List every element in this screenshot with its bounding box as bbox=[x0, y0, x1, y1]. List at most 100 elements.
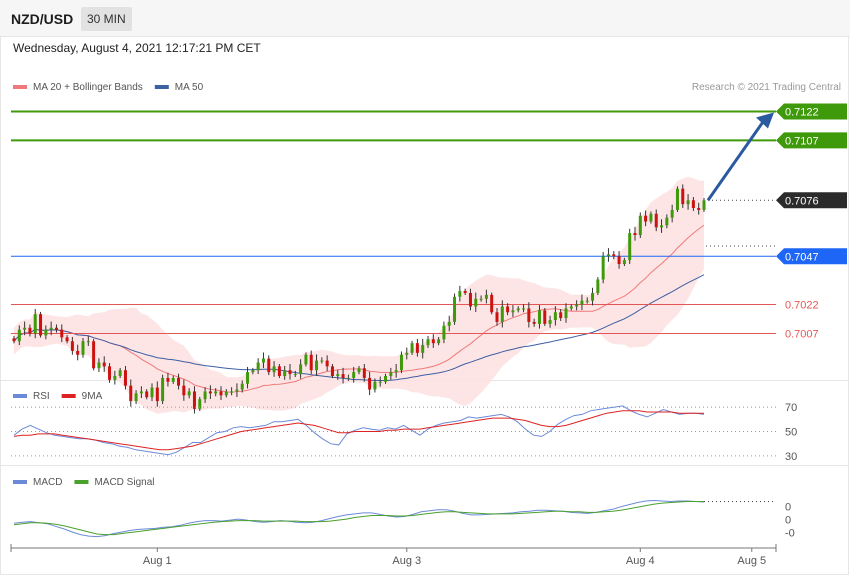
candle-body bbox=[373, 381, 377, 390]
candle-body bbox=[198, 399, 202, 409]
rsi-tick-label: 50 bbox=[785, 427, 797, 439]
candle-body bbox=[633, 233, 637, 236]
support-label: 0.7022 bbox=[785, 300, 819, 312]
candle-body bbox=[325, 360, 329, 367]
macd-series-line bbox=[13, 499, 705, 538]
candle-body bbox=[410, 343, 414, 353]
candle-body bbox=[315, 360, 319, 371]
candle-body bbox=[187, 391, 191, 396]
candle-body bbox=[399, 354, 403, 371]
candle-body bbox=[405, 352, 409, 355]
candle-body bbox=[161, 377, 165, 402]
candle-body bbox=[60, 329, 64, 338]
candle-body bbox=[638, 215, 642, 236]
time-axis-label: Aug 4 bbox=[626, 555, 655, 567]
candle-body bbox=[113, 376, 117, 380]
candle-body bbox=[580, 300, 584, 305]
candle-body bbox=[54, 327, 58, 330]
resistance-label-tag bbox=[776, 103, 847, 120]
candle-body bbox=[537, 310, 541, 324]
rsi-tick-label: 30 bbox=[785, 451, 797, 463]
candle-body bbox=[304, 354, 308, 365]
candle-body bbox=[622, 260, 626, 264]
candle-body bbox=[628, 233, 632, 261]
candle-body bbox=[230, 391, 234, 393]
candle-body bbox=[463, 291, 467, 293]
candle-body bbox=[240, 383, 244, 390]
candle-body bbox=[251, 370, 255, 373]
candle-body bbox=[649, 213, 653, 222]
candle-body bbox=[686, 200, 690, 205]
candle-body bbox=[532, 321, 536, 324]
macd-legend-label: MACD bbox=[33, 477, 62, 488]
candle-body bbox=[516, 308, 520, 311]
candle-body bbox=[553, 312, 557, 320]
candle-body bbox=[479, 298, 483, 300]
candle-body bbox=[575, 304, 579, 307]
candle-body bbox=[527, 308, 531, 322]
macd-series-line bbox=[13, 501, 704, 536]
candle-body bbox=[65, 337, 69, 342]
candle-body bbox=[23, 327, 27, 330]
macd-legend-label: MACD Signal bbox=[94, 477, 154, 488]
candle-body bbox=[474, 298, 478, 307]
candle-body bbox=[591, 292, 595, 301]
candle-body bbox=[235, 389, 239, 392]
candle-body bbox=[665, 217, 669, 226]
candle-body bbox=[134, 393, 138, 402]
candle-body bbox=[288, 370, 292, 375]
candle-body bbox=[596, 279, 600, 293]
candle-body bbox=[468, 292, 472, 307]
timestamp: Wednesday, August 4, 2021 12:17:21 PM CE… bbox=[13, 41, 261, 55]
candle-body bbox=[139, 391, 143, 394]
timeframe-badge[interactable]: 30 MIN bbox=[81, 7, 132, 31]
candle-body bbox=[12, 338, 16, 342]
pivot-label-tag bbox=[776, 248, 847, 265]
candle-body bbox=[606, 254, 610, 257]
candle-body bbox=[97, 362, 101, 369]
candle-body bbox=[28, 327, 32, 334]
candle-body bbox=[70, 341, 74, 351]
candle-body bbox=[44, 329, 48, 336]
candle-body bbox=[33, 314, 37, 334]
candle-body bbox=[293, 374, 297, 376]
candle-body bbox=[299, 364, 303, 375]
candle-body bbox=[548, 320, 552, 324]
rsi-legend-label: 9MA bbox=[82, 391, 103, 402]
price-legend-swatch bbox=[154, 85, 169, 89]
candle-body bbox=[506, 306, 510, 313]
candle-body bbox=[219, 391, 223, 396]
candle-body bbox=[155, 387, 159, 402]
pivot-label: 0.7047 bbox=[785, 251, 819, 263]
rsi-series-line bbox=[13, 410, 704, 451]
candle-body bbox=[214, 391, 218, 394]
candle-body bbox=[256, 362, 260, 371]
candle-body bbox=[585, 300, 589, 302]
candle-body bbox=[660, 225, 664, 228]
candle-body bbox=[39, 314, 43, 336]
candle-body bbox=[336, 374, 340, 376]
candle-body bbox=[442, 325, 446, 340]
candle-body bbox=[145, 391, 149, 398]
rsi-tick-label: 70 bbox=[785, 402, 797, 414]
support-label: 0.7007 bbox=[785, 329, 819, 341]
candle-body bbox=[394, 370, 398, 373]
candle-body bbox=[559, 312, 563, 319]
candle-body bbox=[431, 339, 435, 344]
candle-body bbox=[484, 294, 488, 299]
current-label-tag bbox=[776, 192, 847, 209]
candle-body bbox=[670, 209, 674, 218]
macd-panel-frame bbox=[0, 465, 849, 575]
candle-body bbox=[675, 188, 679, 210]
candle-body bbox=[102, 362, 106, 367]
macd-legend-swatch bbox=[74, 480, 89, 484]
candle-body bbox=[92, 341, 96, 369]
candle-body bbox=[697, 208, 701, 210]
rsi-legend-label: RSI bbox=[33, 391, 50, 402]
macd-tick-label: 0 bbox=[785, 515, 791, 527]
candle-body bbox=[564, 308, 568, 319]
candle-body bbox=[267, 358, 271, 373]
candle-body bbox=[208, 391, 212, 394]
resistance-label-tag bbox=[776, 132, 847, 149]
